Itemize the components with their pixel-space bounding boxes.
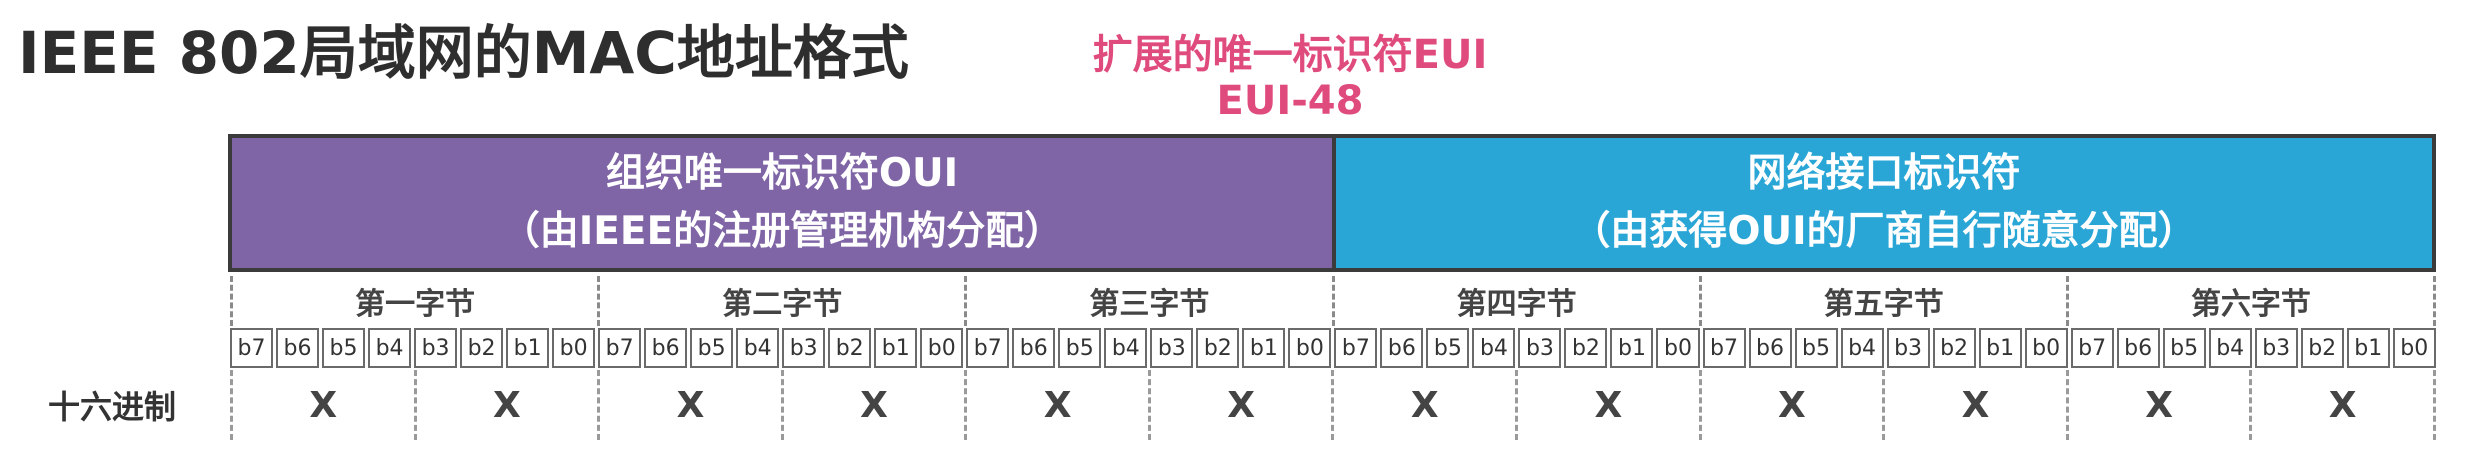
hex-digit: X <box>1698 370 1883 440</box>
bit-cell: b6 <box>276 328 320 368</box>
bit-cell: b0 <box>1656 328 1700 368</box>
bit-cell: b2 <box>2300 328 2344 368</box>
hex-digit: X <box>413 370 598 440</box>
bit-cell: b5 <box>2162 328 2206 368</box>
bit-cell: b6 <box>1012 328 1056 368</box>
byte-label: 第四字节 <box>1331 276 1699 326</box>
bit-cell: b5 <box>690 328 734 368</box>
oui-title: 组织唯一标识符OUI <box>605 151 959 196</box>
bit-cell: b4 <box>1104 328 1148 368</box>
bit-cell: b2 <box>1932 328 1976 368</box>
bit-cell: b5 <box>1426 328 1470 368</box>
bit-cell: b0 <box>920 328 964 368</box>
bit-cell: b6 <box>644 328 688 368</box>
hex-digit: X <box>230 370 414 440</box>
bit-cell: b4 <box>736 328 780 368</box>
page-title: IEEE 802局域网的MAC地址格式 <box>18 19 909 87</box>
nic-note: （由获得OUI的厂商自行随意分配） <box>1571 209 2197 254</box>
bit-cell: b3 <box>1150 328 1194 368</box>
bit-cell: b5 <box>1794 328 1838 368</box>
bit-cell: b3 <box>782 328 826 368</box>
bit-cell: b1 <box>1610 328 1654 368</box>
bit-cell: b1 <box>1978 328 2022 368</box>
eui-48-label: EUI-48 <box>1216 78 1364 124</box>
bit-cell: b3 <box>1886 328 1930 368</box>
mac-address-box: 组织唯一标识符OUI （由IEEE的注册管理机构分配） 网络接口标识符 （由获得… <box>228 134 2436 272</box>
nic-title: 网络接口标识符 <box>1747 151 2021 196</box>
byte-label: 第二字节 <box>597 276 964 326</box>
bits-row: b7 b6 b5 b4 b3 b2 b1 b0 b7 b6 b5 b4 b3 b2 b1 b0 b7 b6 b5 b4… <box>230 328 2436 368</box>
byte-label: 第三字节 <box>964 276 1331 326</box>
hex-label: 十六进制 <box>48 388 177 426</box>
byte-label: 第一字节 <box>230 276 597 326</box>
bit-cell: b2 <box>460 328 504 368</box>
bit-cell: b1 <box>506 328 550 368</box>
hex-digit: X <box>780 370 965 440</box>
bit-cell: b7 <box>598 328 642 368</box>
byte-label: 第六字节 <box>2065 276 2437 326</box>
bit-cell: b0 <box>2392 328 2436 368</box>
bit-cell: b2 <box>828 328 872 368</box>
bit-cell: b4 <box>1840 328 1884 368</box>
bit-cell: b1 <box>1242 328 1286 368</box>
byte-label: 第五字节 <box>1698 276 2066 326</box>
bit-cell: b0 <box>552 328 596 368</box>
bit-cell: b7 <box>966 328 1010 368</box>
oui-note: （由IEEE的注册管理机构分配） <box>500 209 1064 254</box>
bit-cell: b7 <box>230 328 274 368</box>
bit-cell: b4 <box>368 328 412 368</box>
bit-cell: b3 <box>2254 328 2298 368</box>
bit-cell: b7 <box>2070 328 2114 368</box>
hex-digit: X <box>1147 370 1332 440</box>
bit-cell: b0 <box>1288 328 1332 368</box>
bit-cell: b1 <box>874 328 918 368</box>
bit-cell: b1 <box>2346 328 2390 368</box>
bytes-row: 第一字节 第二字节 第三字节 第四字节 第五字节 第六字节 <box>230 276 2437 326</box>
bit-cell: b2 <box>1196 328 1240 368</box>
bit-cell: b5 <box>322 328 366 368</box>
eui-label: 扩展的唯一标识符EUI <box>1092 32 1488 78</box>
hex-digit: X <box>1882 370 2066 440</box>
hex-digit: X <box>2249 370 2436 440</box>
bit-cell: b4 <box>1472 328 1516 368</box>
bit-cell: b7 <box>1702 328 1746 368</box>
bit-cell: b4 <box>2208 328 2252 368</box>
hex-digit: X <box>2065 370 2250 440</box>
bit-cell: b2 <box>1564 328 1608 368</box>
bit-cell: b6 <box>1748 328 1792 368</box>
bit-cell: b7 <box>1334 328 1378 368</box>
hex-digit: X <box>964 370 1148 440</box>
bit-cell: b6 <box>2116 328 2160 368</box>
bit-cell: b3 <box>414 328 458 368</box>
oui-section: 组织唯一标识符OUI （由IEEE的注册管理机构分配） <box>232 138 1336 268</box>
nic-section: 网络接口标识符 （由获得OUI的厂商自行随意分配） <box>1336 138 2432 268</box>
hex-digit: X <box>597 370 781 440</box>
hex-digit: X <box>1331 370 1515 440</box>
bit-cell: b3 <box>1518 328 1562 368</box>
bit-cell: b6 <box>1380 328 1424 368</box>
hex-digit: X <box>1515 370 1699 440</box>
bit-cell: b0 <box>2024 328 2068 368</box>
bit-cell: b5 <box>1058 328 1102 368</box>
